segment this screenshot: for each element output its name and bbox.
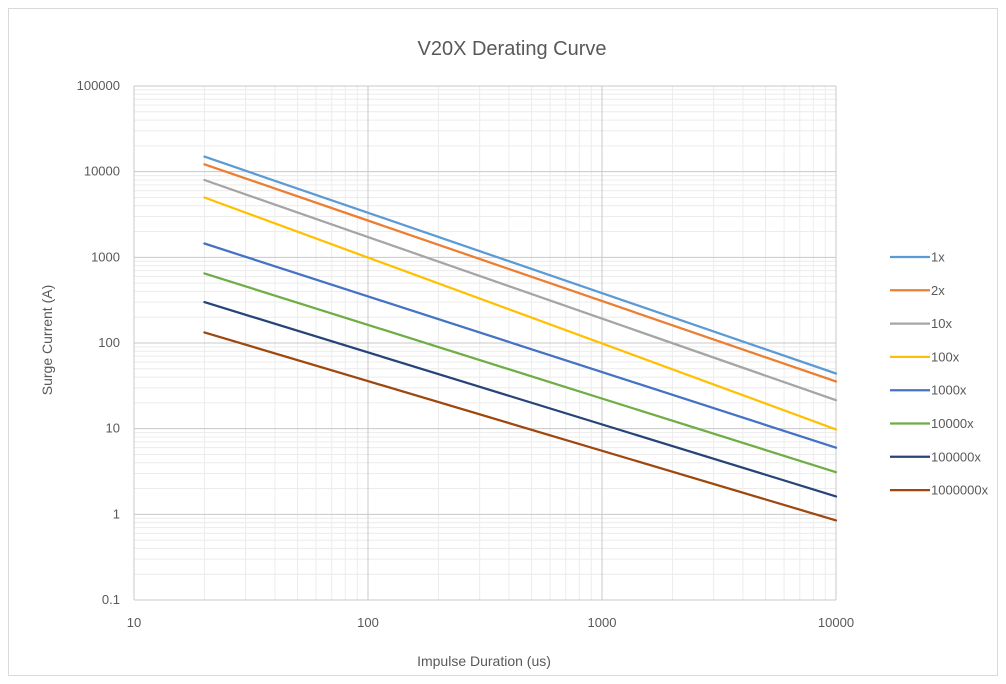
legend-label: 1x (931, 250, 945, 265)
chart-title: V20X Derating Curve (418, 38, 607, 60)
x-tick-label: 1000 (588, 615, 617, 630)
series-lines (203, 155, 838, 522)
legend-label: 10000x (931, 416, 974, 431)
legend-label: 2x (931, 283, 945, 298)
series-line (203, 178, 838, 402)
legend-label: 100000x (931, 449, 981, 464)
legend-label: 1000x (931, 383, 967, 398)
x-tick-label: 10000 (818, 615, 854, 630)
y-axis-label: Surge Current (A) (39, 285, 55, 395)
grid (133, 85, 837, 601)
chart-frame (8, 8, 998, 676)
x-tick-label: 10 (127, 615, 141, 630)
legend-label: 1000000x (931, 483, 989, 498)
series-line (203, 331, 838, 522)
y-tick-label: 100 (98, 335, 120, 350)
y-tick-label: 0.1 (102, 592, 120, 607)
y-tick-label: 1000 (91, 249, 120, 264)
y-tick-label: 10000 (84, 164, 120, 179)
y-tick-label: 100000 (77, 78, 120, 93)
legend: 1x 2x 10x 100x 1000x 10000x 100000x 1000000x (890, 250, 989, 498)
series-line (203, 163, 838, 383)
legend-label: 100x (931, 349, 960, 364)
legend-label: 10x (931, 316, 952, 331)
tick-labels: 10 100 1000 10000 0.1 1 10 100 1000 10000 100000 (77, 78, 854, 630)
y-tick-label: 10 (106, 421, 120, 436)
series-line (203, 300, 838, 498)
y-tick-label: 1 (113, 506, 120, 521)
x-axis-label: Impulse Duration (us) (417, 653, 551, 669)
series-line (203, 272, 838, 474)
series-line (203, 196, 838, 431)
series-line (203, 155, 838, 375)
series-line (203, 242, 838, 449)
x-tick-label: 100 (357, 615, 379, 630)
